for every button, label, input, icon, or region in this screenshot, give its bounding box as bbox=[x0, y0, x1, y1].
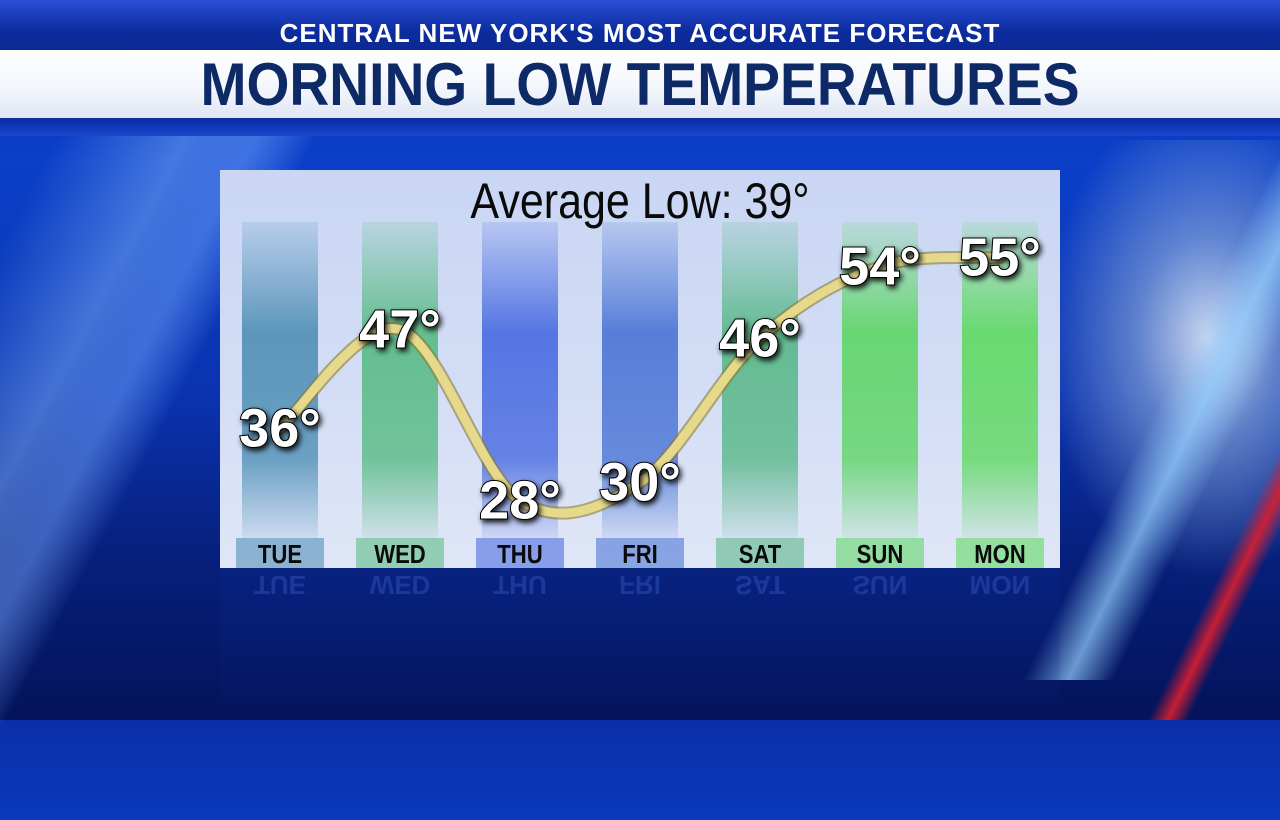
day-label-reflection: WED bbox=[370, 570, 431, 600]
day-label-fri: FRI bbox=[622, 540, 658, 569]
day-label-bg-thu bbox=[476, 538, 564, 568]
day-label-bg-fri bbox=[596, 538, 684, 568]
temperature-chart: 36° 47° 28° 30° 46° 54° 55° TUE WED THU FRI SAT SUN… bbox=[236, 222, 1044, 600]
day-label-reflection: THU bbox=[493, 570, 546, 600]
day-label-bg-sat bbox=[716, 538, 804, 568]
floor-reflection bbox=[220, 568, 1060, 720]
chart-title: Average Low: 39° bbox=[470, 173, 810, 229]
value-label-mon: 55° bbox=[959, 228, 1041, 288]
bar-sat bbox=[722, 222, 798, 538]
value-label-fri: 30° bbox=[599, 453, 681, 513]
day-label-reflection: MON bbox=[970, 570, 1031, 600]
trend-line bbox=[275, 252, 1005, 518]
value-label-thu: 28° bbox=[479, 471, 561, 531]
header-underline bbox=[0, 118, 1280, 136]
value-label-sun: 54° bbox=[839, 237, 921, 297]
day-label-bg-sun bbox=[836, 538, 924, 568]
day-label-sun: SUN bbox=[857, 540, 904, 569]
day-label-wed: WED bbox=[374, 540, 426, 569]
value-label-sat: 46° bbox=[719, 309, 801, 369]
value-label-tue: 36° bbox=[239, 399, 321, 459]
day-label-reflection: SAT bbox=[735, 570, 785, 600]
day-label-mon: MON bbox=[974, 540, 1026, 569]
bar-wed bbox=[362, 222, 438, 538]
bar-mon bbox=[962, 222, 1038, 538]
day-label-tue: TUE bbox=[258, 540, 302, 569]
header-top-title: CENTRAL NEW YORK'S MOST ACCURATE FORECAS… bbox=[279, 18, 1001, 48]
day-label-reflection: FRI bbox=[619, 570, 661, 600]
header-title-band bbox=[0, 50, 1280, 118]
header-top-band bbox=[0, 0, 1280, 52]
bar-thu bbox=[482, 222, 558, 538]
day-label-sat: SAT bbox=[739, 540, 782, 569]
bar-tue bbox=[242, 222, 318, 538]
day-label-reflection: SUN bbox=[853, 570, 908, 600]
value-label-wed: 47° bbox=[359, 300, 441, 360]
day-label-thu: THU bbox=[497, 540, 542, 569]
page-title: MORNING LOW TEMPERATURES bbox=[200, 51, 1080, 118]
day-label-bg-mon bbox=[956, 538, 1044, 568]
day-label-reflection: TUE bbox=[254, 570, 306, 600]
day-label-bg-tue bbox=[236, 538, 324, 568]
day-label-bg-wed bbox=[356, 538, 444, 568]
